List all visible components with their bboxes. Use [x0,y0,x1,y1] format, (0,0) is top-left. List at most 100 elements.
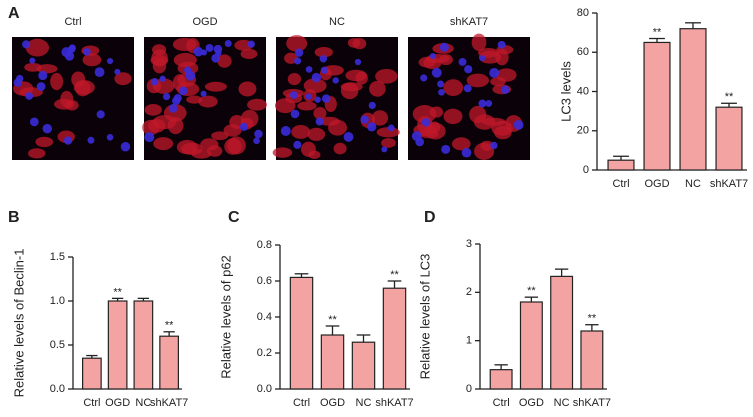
nucleus [314,96,321,103]
nucleus [106,57,114,65]
x-tick-label: shKAT7 [710,178,748,190]
x-tick-label: NC [135,397,151,409]
nucleus [114,68,121,75]
bar [289,276,314,390]
nucleus [387,124,395,132]
y-tick-label: 0.6 [257,275,272,287]
nucleus [87,136,95,144]
bar [580,330,604,390]
cell [328,119,348,136]
y-axis-label: Relative levels of Beclin-1 [11,249,26,398]
x-tick-label: NC [356,397,372,409]
nucleus [479,55,486,62]
cell [224,138,242,155]
bar [382,287,407,390]
nucleus [290,109,300,119]
x-tick-label: Ctrl [612,178,629,190]
nucleus [343,132,354,142]
nucleus [360,115,369,124]
significance: ** [588,313,597,325]
x-tick-label: shKAT7 [573,397,611,409]
cell [478,50,502,64]
cell [297,101,317,111]
y-axis-label: Relative levels of LC3 [417,254,432,380]
nucleus [368,101,376,110]
cell [474,142,495,160]
y-tick-label: 1 [466,335,472,347]
image-label: NC [329,16,345,28]
nucleus [36,82,46,91]
cell [340,82,363,92]
cell [204,81,227,92]
nucleus [490,141,498,150]
nucleus [94,67,105,78]
nucleus [193,46,204,57]
nucleus [319,55,328,63]
bar [82,357,102,390]
y-tick-label: 2 [466,286,472,298]
cell [473,114,496,130]
cell [423,56,442,70]
cell [211,131,229,141]
y-axis-label: LC3 levels [558,61,573,122]
panel-label: B [8,209,20,226]
nucleus [415,137,425,147]
cell [491,120,513,136]
nucleus [63,136,73,145]
cell [352,38,367,50]
significance: ** [328,314,337,326]
x-tick-label: OGD [320,397,345,409]
image-label: shKAT7 [450,16,488,28]
cell [247,98,267,111]
nucleus [311,72,322,83]
bar [159,335,179,390]
nucleus [42,123,52,134]
nucleus [463,84,472,93]
y-tick-label: 0.2 [257,347,272,359]
x-tick-label: OGD [105,397,130,409]
nucleus [461,147,472,158]
cell [313,107,327,120]
nucleus [159,75,166,82]
bar [489,369,513,390]
cell [144,103,162,116]
image-label: OGD [192,16,217,28]
bar [133,300,154,390]
y-tick-label: 0.4 [257,311,272,323]
x-tick-label: Ctrl [493,397,510,409]
bar [607,159,635,171]
y-tick-label: 60 [577,46,589,58]
bar [351,341,376,390]
cell [371,110,389,126]
y-tick-label: 1.0 [50,295,65,307]
bar [550,275,574,390]
x-tick-label: OGD [644,178,669,190]
cell [439,54,453,66]
nucleus [489,67,500,78]
x-tick-label: Ctrl [83,397,100,409]
y-tick-label: 3 [466,238,472,250]
cell [28,148,46,159]
x-tick-label: shKAT7 [375,397,413,409]
nucleus [205,44,214,52]
cell [54,98,75,110]
nucleus [321,94,331,103]
nucleus [320,66,329,74]
nucleus [173,94,182,103]
cell [429,106,444,118]
significance: ** [527,285,536,297]
cell [114,72,132,86]
cell [381,138,396,148]
nucleus [478,99,487,108]
bar [643,41,671,171]
nucleus [289,91,298,99]
cell [333,142,347,155]
nucleus [120,142,131,152]
nucleus [224,40,232,48]
cell [443,108,463,125]
nucleus [305,66,313,73]
significance: ** [113,286,122,298]
cell [82,53,102,67]
x-tick-label: NC [554,397,570,409]
